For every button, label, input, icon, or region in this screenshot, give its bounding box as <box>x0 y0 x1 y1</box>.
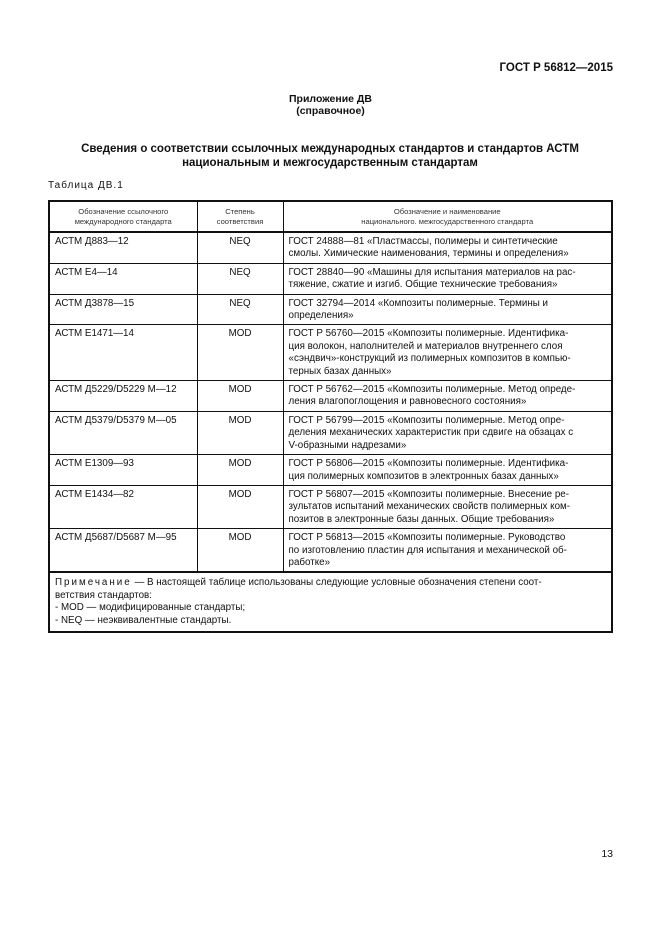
cell-degree: MOD <box>196 410 284 456</box>
cell-ref: АСТМ Е1309—93 <box>48 454 198 486</box>
cell-ref: АСТМ Д5229/D5229 М—12 <box>48 380 198 412</box>
cell-degree: MOD <box>196 380 284 412</box>
cell-national: ГОСТ Р 56799—2015 «Композиты полимерные.… <box>282 410 613 456</box>
cell-national: ГОСТ 28840—90 «Машины для испытания мате… <box>282 262 613 295</box>
cell-ref: АСТМ Е1434—82 <box>48 484 198 530</box>
section-title-line1: Сведения о соответствии ссылочных междун… <box>81 143 579 155</box>
table-row: АСТМ Е1309—93 MOD ГОСТ Р 56806—2015 «Компо… <box>48 454 613 486</box>
table-row: АСТМ Е1434—82 MOD ГОСТ Р 56807—2015 «Компо… <box>48 484 613 530</box>
cell-degree: NEQ <box>196 231 284 264</box>
table-row: АСТМ Д883—12 NEQ ГОСТ 24888—81 «Пластмассы… <box>48 231 613 264</box>
cell-ref: АСТМ Д5687/D5687 М—95 <box>48 528 198 574</box>
cell-ref: АСТМ Е1471—14 <box>48 324 198 382</box>
section-title: Сведения о соответствии ссылочных междун… <box>48 142 612 170</box>
cell-national: ГОСТ Р 56813—2015 «Композиты полимерные.… <box>282 528 613 574</box>
annex-title: Приложение ДВ <box>289 93 372 105</box>
cell-national: ГОСТ Р 56760—2015 «Композиты полимерные.… <box>282 324 613 382</box>
table-row: АСТМ Д5229/D5229 М—12 MOD ГОСТ Р 56762—201… <box>48 380 613 412</box>
note-text: — В настоящей таблице использованы следу… <box>55 577 542 626</box>
table-row: АСТМ Д5379/D5379 М—05 MOD ГОСТ Р 56799—201… <box>48 410 613 456</box>
document-id: ГОСТ Р 56812—2015 <box>499 62 613 74</box>
cell-degree: NEQ <box>196 262 284 295</box>
table-header-row: Обозначение ссылочного международного ст… <box>48 200 613 233</box>
page-number: 13 <box>601 848 613 860</box>
cell-degree: MOD <box>196 484 284 530</box>
cell-degree: MOD <box>196 454 284 486</box>
annex-subtitle: (справочное) <box>296 105 365 117</box>
cell-national: ГОСТ 24888—81 «Пластмассы, полимеры и си… <box>282 231 613 264</box>
cell-national: ГОСТ Р 56762—2015 «Композиты полимерные.… <box>282 380 613 412</box>
cell-degree: MOD <box>196 324 284 382</box>
table-note: Примечание — В настоящей таблице использ… <box>48 571 613 633</box>
table-row: АСТМ Д3878—15 NEQ ГОСТ 32794—2014 «Компози… <box>48 293 613 326</box>
header-degree: Степень соответствия <box>196 200 284 233</box>
header-ref: Обозначение ссылочного международного ст… <box>48 200 198 233</box>
cell-ref: АСТМ Д3878—15 <box>48 293 198 326</box>
table-label: Таблица ДВ.1 <box>48 180 124 191</box>
table-row: АСТМ Е1471—14 MOD ГОСТ Р 56760—2015 «Компо… <box>48 324 613 382</box>
note-row: Примечание — В настоящей таблице использ… <box>48 571 613 633</box>
annex-heading: Приложение ДВ (справочное) <box>0 93 661 117</box>
cell-national: ГОСТ 32794—2014 «Композиты полимерные. Т… <box>282 293 613 326</box>
section-title-line2: национальным и межгосударственным станда… <box>182 157 478 169</box>
note-label: Примечание <box>55 577 132 589</box>
cell-ref: АСТМ Д883—12 <box>48 231 198 264</box>
cell-ref: АСТМ Е4—14 <box>48 262 198 295</box>
table-row: АСТМ Е4—14 NEQ ГОСТ 28840—90 «Машины для и… <box>48 262 613 295</box>
correspondence-table: Обозначение ссылочного международного ст… <box>48 200 613 633</box>
cell-national: ГОСТ Р 56806—2015 «Композиты полимерные.… <box>282 454 613 486</box>
cell-degree: MOD <box>196 528 284 574</box>
cell-ref: АСТМ Д5379/D5379 М—05 <box>48 410 198 456</box>
cell-national: ГОСТ Р 56807—2015 «Композиты полимерные.… <box>282 484 613 530</box>
header-national: Обозначение и наименование национального… <box>282 200 613 233</box>
table-row: АСТМ Д5687/D5687 М—95 MOD ГОСТ Р 56813—201… <box>48 528 613 574</box>
cell-degree: NEQ <box>196 293 284 326</box>
